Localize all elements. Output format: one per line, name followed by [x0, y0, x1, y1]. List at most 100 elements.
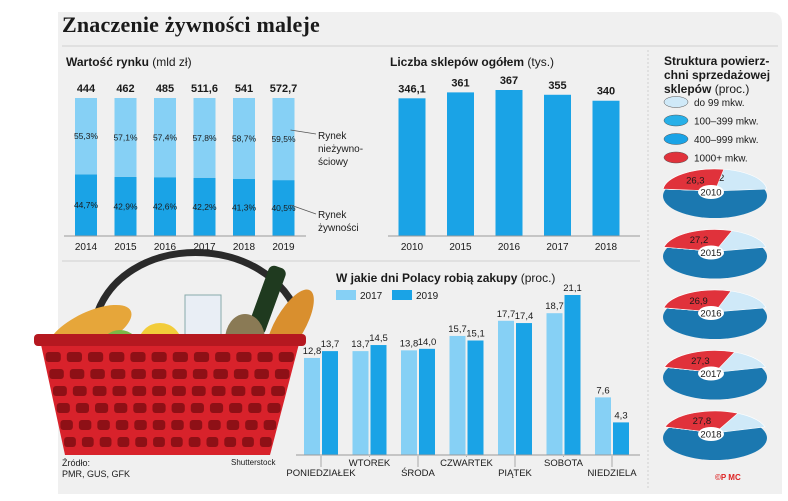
basket-hole: [153, 437, 165, 447]
structure-title-line: sklepów: [664, 82, 712, 96]
stores-unit: (tys.): [527, 55, 555, 69]
basket-hole: [53, 386, 67, 396]
bar-2017: [401, 350, 417, 455]
basket-hole: [171, 403, 185, 413]
basket-illustration: [34, 249, 314, 455]
legend-swatch-size: [663, 133, 689, 145]
basket-hole: [172, 352, 188, 362]
basket-hole: [245, 420, 258, 430]
basket-hole: [69, 369, 85, 379]
bar-2017: [352, 351, 369, 455]
pie-slice-label: 27,3: [691, 356, 710, 367]
basket-hole: [170, 437, 183, 447]
pie-slice-label: 27,2: [690, 235, 709, 246]
basket-hole: [112, 386, 127, 396]
source-label: Źródło:: [62, 458, 91, 468]
bar-nonfood: [272, 98, 295, 181]
label-food: 44,7%: [74, 200, 99, 210]
basket-hole: [242, 437, 254, 447]
x-tick-day: SOBOTA: [544, 458, 584, 469]
label-2017: 7,6: [596, 385, 609, 396]
legend-swatch-2017: [336, 290, 356, 300]
bar-food: [272, 180, 295, 236]
pie-year-badge: [698, 185, 724, 199]
label-total: 572,7: [270, 83, 298, 95]
label-2017: 13,7: [351, 339, 370, 350]
label-nonfood: 59,5%: [271, 134, 296, 144]
bar-food: [75, 174, 97, 236]
basket-hole: [130, 352, 146, 362]
basket-hole: [99, 437, 112, 447]
bar-nonfood: [75, 98, 97, 175]
bar-food: [233, 179, 255, 236]
basket-hole: [278, 352, 294, 362]
basket-rim: [34, 334, 306, 346]
legend-nonfood-line: ściowy: [318, 157, 348, 168]
basket-hole: [151, 369, 167, 379]
bar-nonfood: [114, 98, 137, 177]
legend-nonfood-line: Rynek: [318, 131, 347, 142]
x-tick-year: 2017: [193, 242, 216, 253]
legend-label-size: do 99 mkw.: [694, 98, 745, 109]
label-2017: 17,7: [497, 309, 516, 320]
basket-hole: [49, 369, 64, 379]
bar-2019: [516, 323, 532, 455]
basket-handle: [91, 249, 304, 322]
label-stores: 346,1: [398, 83, 426, 95]
label-total: 444: [77, 83, 96, 95]
pie-slice-label: 26,9: [689, 296, 708, 307]
basket-hole: [191, 386, 206, 396]
basket-hole: [190, 403, 204, 413]
basket-hole: [75, 403, 90, 413]
label-stores: 355: [548, 80, 566, 92]
basket-hole: [254, 369, 269, 379]
basket-hole: [257, 352, 273, 362]
bar-2017: [595, 397, 611, 455]
basket-hole: [72, 386, 87, 396]
basket-hole: [45, 352, 61, 362]
basket-hole: [117, 437, 130, 447]
x-tick-day: NIEDZIELA: [587, 468, 637, 479]
label-nonfood: 58,7%: [232, 134, 257, 144]
label-nonfood: 57,4%: [153, 133, 178, 143]
x-tick-day: CZWARTEK: [440, 458, 493, 469]
label-total: 485: [156, 83, 174, 95]
bar-food: [154, 177, 176, 236]
label-nonfood: 57,1%: [113, 132, 138, 142]
bar-nonfood: [154, 98, 176, 178]
legend-label-size: 400–999 mkw.: [694, 135, 759, 146]
bar-2019: [564, 295, 581, 455]
pie-year-label: 2016: [700, 309, 721, 320]
basket-hole: [114, 403, 128, 413]
bar-2019: [322, 351, 338, 455]
basket-hole: [271, 386, 285, 396]
x-tick-year: 2019: [272, 242, 295, 253]
basket-hole: [133, 403, 147, 413]
basket-hole: [251, 386, 266, 396]
x-tick-year: 2015: [114, 242, 137, 253]
basket-hole: [226, 420, 240, 430]
basket-hole: [172, 386, 186, 396]
basket-hole: [233, 369, 249, 379]
legend-nonfood-line: nieżywno-: [318, 144, 363, 155]
basket-hole: [259, 437, 272, 447]
basket-hole: [236, 352, 252, 362]
pie-slice-label: 26,3: [686, 176, 705, 187]
pie-year-badge: [698, 427, 724, 441]
legend-food-line: Rynek: [318, 210, 347, 221]
basket-hole: [193, 352, 210, 362]
basket-hole: [206, 437, 219, 447]
structure-title-line: Struktura powierz-: [664, 54, 770, 68]
bar-nonfood: [193, 98, 216, 178]
label-2019: 15,1: [466, 328, 485, 339]
label-2017: 12,8: [303, 346, 322, 357]
bar-2019: [467, 340, 484, 455]
label-2019: 14,0: [418, 337, 437, 348]
x-tick-day: PIĄTEK: [498, 468, 532, 479]
days-title: W jakie dni Polacy robią zakupy (proc.): [336, 271, 555, 285]
pie-year-badge: [698, 306, 724, 320]
pie-slice: [664, 350, 736, 373]
x-tick-year: 2010: [401, 242, 424, 253]
label-stores: 340: [597, 86, 615, 98]
label-2017: 15,7: [448, 324, 467, 335]
